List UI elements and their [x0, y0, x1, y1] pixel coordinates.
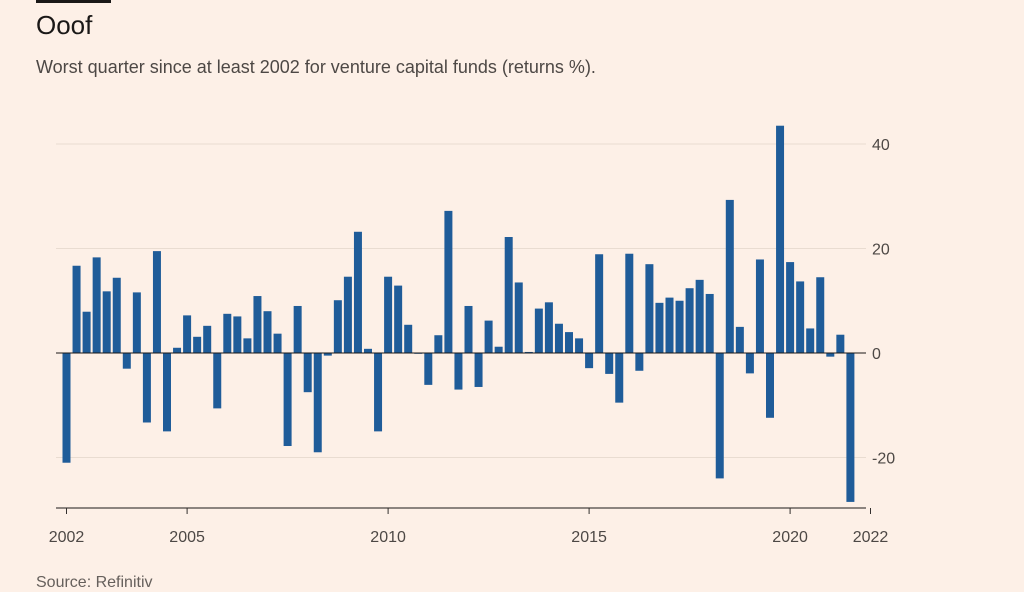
bar: [333, 300, 342, 353]
bar: [836, 334, 845, 353]
bar: [273, 333, 282, 353]
bar: [615, 353, 624, 403]
bar: [575, 338, 584, 353]
bar: [675, 300, 684, 353]
bar: [625, 253, 634, 353]
x-tick-label: 2002: [49, 529, 85, 546]
bar: [534, 308, 543, 353]
bar: [524, 351, 533, 353]
bar: [444, 210, 453, 353]
y-tick-label: -20: [872, 451, 895, 468]
bar: [665, 297, 674, 353]
x-tick-label: 2022: [853, 529, 889, 546]
bar: [725, 199, 734, 353]
bar: [484, 320, 493, 353]
x-tick-label: 2015: [571, 529, 607, 546]
bar: [595, 254, 604, 353]
bar: [514, 282, 523, 353]
bar: [585, 353, 594, 369]
bar: [695, 279, 704, 353]
bar: [494, 346, 503, 353]
bar: [343, 276, 352, 353]
bar: [806, 328, 815, 353]
bar: [374, 353, 383, 432]
bar: [565, 332, 573, 353]
bar: [62, 353, 71, 463]
bar: [544, 302, 553, 353]
bar: [323, 353, 332, 356]
bar: [826, 353, 835, 357]
bar: [504, 237, 513, 353]
bar: [755, 259, 764, 353]
bar: [132, 292, 141, 353]
bar: [303, 353, 312, 393]
chart-source: Source: Refinitiv: [36, 574, 153, 591]
bar: [283, 353, 292, 447]
bar: [263, 311, 272, 353]
bar: [776, 125, 785, 354]
bar: [635, 353, 644, 371]
bar: [102, 291, 111, 353]
bar: [112, 277, 121, 353]
bar: [92, 257, 101, 353]
y-tick-label: 20: [872, 242, 890, 259]
bar: [705, 293, 714, 353]
bar: [554, 323, 563, 353]
bar: [796, 281, 805, 353]
x-tick-label: 2005: [169, 529, 205, 546]
bar: [293, 305, 302, 353]
bar: [685, 288, 694, 353]
bar: [735, 326, 744, 353]
bars: [62, 125, 855, 502]
y-tick-label: 0: [872, 346, 881, 363]
bar: [72, 265, 81, 353]
bar: [223, 313, 232, 353]
bar: [394, 285, 403, 353]
bar: [474, 353, 483, 387]
bar: [173, 347, 182, 353]
bar: [183, 315, 192, 353]
bar: [313, 353, 322, 453]
bar: [152, 251, 161, 353]
bar: [353, 231, 362, 353]
bar: [193, 336, 202, 353]
bar: [434, 335, 443, 353]
bar: [816, 277, 825, 353]
bar: [655, 302, 664, 353]
x-axis: 2002 2005 2010 2015 2020 2022: [49, 507, 889, 546]
bar: [464, 305, 473, 353]
bar: [163, 353, 171, 432]
bar: [454, 353, 463, 390]
bar: [404, 324, 413, 353]
bar: [203, 325, 212, 353]
bar: [846, 353, 855, 502]
y-axis: 40 20 0 -20: [56, 137, 895, 468]
bar: [645, 264, 654, 353]
top-rule: [36, 0, 111, 3]
bar: [213, 353, 222, 409]
bar: [142, 353, 151, 423]
bar: [243, 338, 252, 353]
gridlines: [56, 143, 866, 458]
y-tick-label: 40: [872, 137, 890, 154]
bar: [364, 348, 372, 353]
x-tick-label: 2010: [370, 529, 406, 546]
bar: [424, 353, 433, 385]
bar: [766, 353, 774, 418]
bar: [786, 262, 795, 353]
bar: [715, 353, 724, 479]
bar: [384, 276, 393, 353]
bar: [122, 353, 131, 369]
chart-title: Ooof: [36, 10, 93, 40]
bar: [253, 296, 262, 353]
chart-subtitle: Worst quarter since at least 2002 for ve…: [36, 57, 596, 77]
bar: [233, 316, 242, 353]
bar: [745, 353, 754, 374]
bar: [82, 311, 91, 353]
x-tick-label: 2020: [772, 529, 808, 546]
bar: [605, 353, 614, 374]
